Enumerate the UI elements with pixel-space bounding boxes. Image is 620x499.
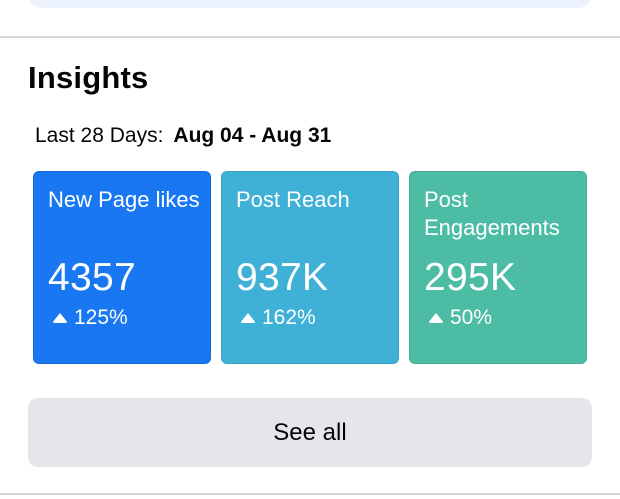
insight-cards: New Page likes 4357 125% Post Reach 937K… — [33, 171, 588, 364]
card-value: 4357 — [48, 256, 136, 299]
date-range-value: Aug 04 - Aug 31 — [173, 124, 332, 147]
card-change-value: 50% — [450, 306, 493, 329]
card-value: 937K — [236, 256, 329, 299]
card-change: 50% — [428, 306, 492, 330]
card-value: 295K — [424, 256, 517, 299]
card-change: 162% — [240, 306, 316, 330]
date-range-label: Last 28 Days: — [35, 124, 164, 147]
new-page-likes-card[interactable]: New Page likes 4357 125% — [33, 171, 211, 364]
section-divider — [0, 36, 620, 38]
previous-card — [28, 0, 592, 8]
card-change-value: 125% — [74, 306, 128, 329]
card-label: Post Engagements — [424, 187, 560, 240]
card-change-value: 162% — [262, 306, 316, 329]
up-arrow-icon — [240, 313, 256, 323]
up-arrow-icon — [52, 313, 68, 323]
date-range: Last 28 Days: Aug 04 - Aug 31 — [35, 124, 331, 148]
up-arrow-icon — [428, 313, 444, 323]
post-engagements-card[interactable]: Post Engagements 295K 50% — [409, 171, 587, 364]
see-all-button[interactable]: See all — [28, 398, 592, 467]
card-change: 125% — [52, 306, 128, 330]
card-label: New Page likes — [48, 187, 200, 212]
insights-title: Insights — [28, 60, 149, 95]
section-divider-bottom — [0, 493, 620, 495]
post-reach-card[interactable]: Post Reach 937K 162% — [221, 171, 399, 364]
card-label: Post Reach — [236, 187, 350, 212]
